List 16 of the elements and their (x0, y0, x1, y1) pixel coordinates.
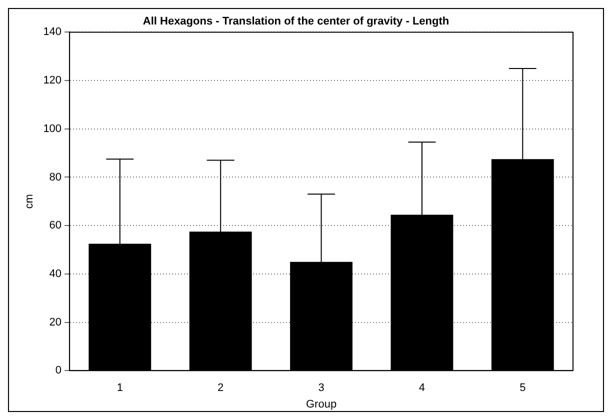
x-axis-title: Group (306, 398, 337, 410)
y-tick-label: 100 (43, 122, 62, 135)
x-tick-label: 5 (520, 382, 526, 394)
y-tick-label: 0 (55, 364, 62, 377)
y-tick-label: 120 (43, 74, 62, 87)
x-tick-label: 1 (116, 382, 123, 394)
y-axis-title: cm (24, 194, 36, 209)
x-tick-label: 4 (418, 382, 426, 394)
y-tick-label: 20 (49, 316, 62, 328)
x-tick-label: 2 (218, 382, 224, 394)
x-tick-label: 3 (318, 382, 324, 394)
y-tick-label: 40 (49, 268, 62, 280)
y-tick-label: 60 (49, 220, 62, 232)
y-tick-label: 140 (43, 26, 62, 38)
chart-title: All Hexagons - Translation of the center of gravity - Length (142, 16, 450, 28)
y-tick-label: 80 (49, 171, 62, 184)
